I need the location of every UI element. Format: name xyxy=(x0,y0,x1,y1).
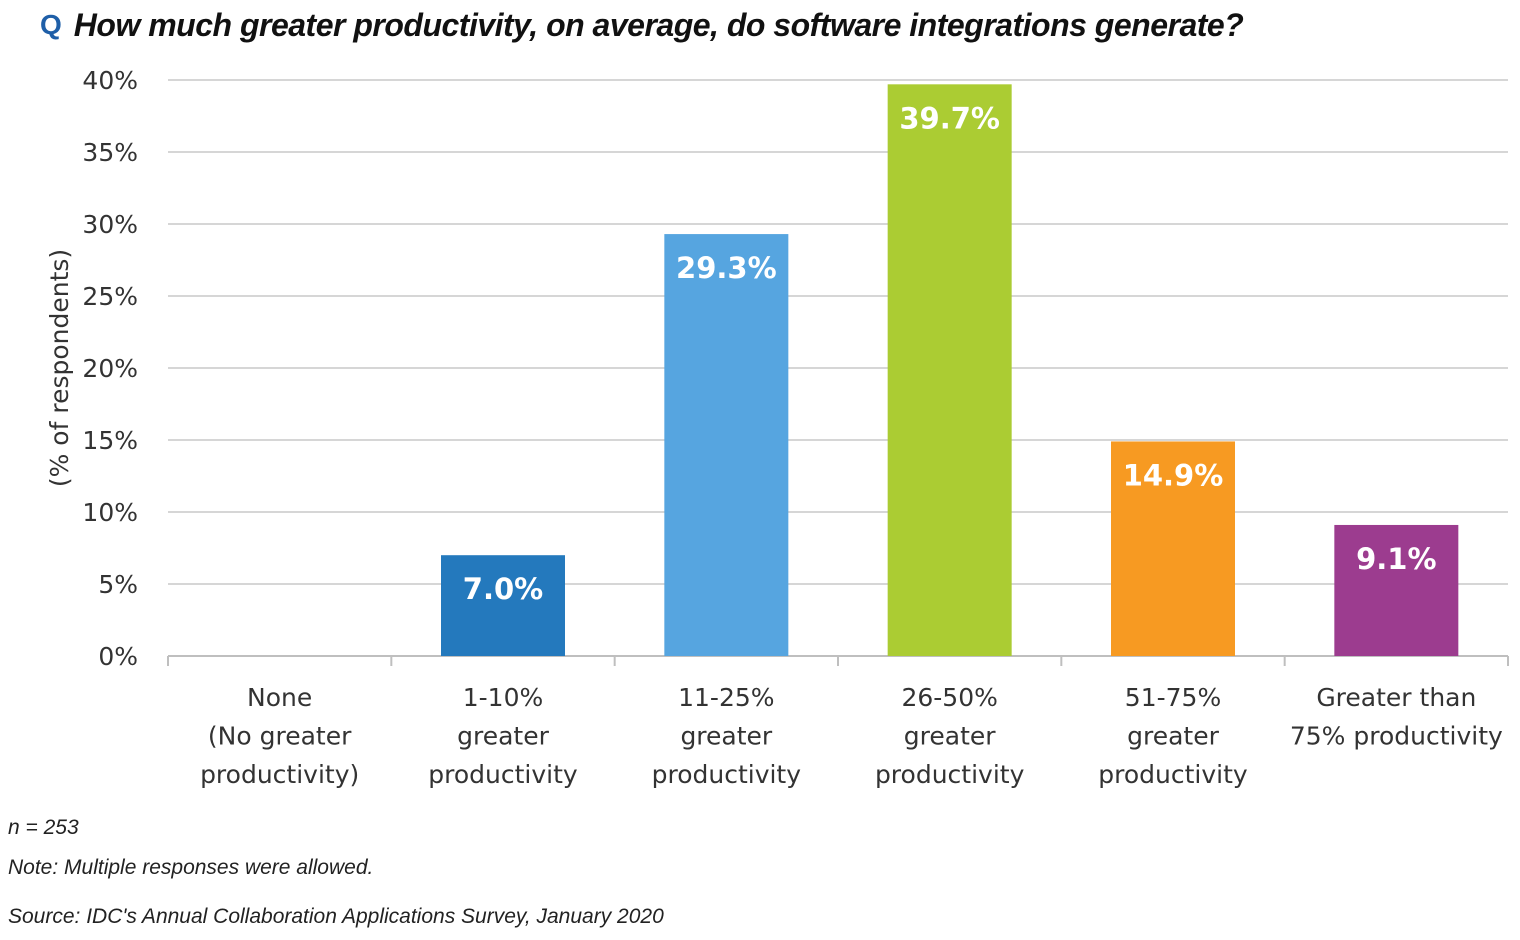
bar xyxy=(441,555,565,656)
y-tick-label: 35% xyxy=(82,138,138,167)
category-label: productivity xyxy=(428,760,578,789)
category-label: greater xyxy=(1127,722,1219,751)
bar xyxy=(1334,524,1459,656)
question-text: How much greater productivity, on averag… xyxy=(73,6,1244,43)
source-note: Source: IDC's Annual Collaboration Appli… xyxy=(8,905,664,928)
data-label: 7.0% xyxy=(463,572,543,606)
y-tick-label: 5% xyxy=(98,570,138,599)
data-label: 14.9% xyxy=(1123,458,1224,492)
chart-title: Q How much greater productivity, on aver… xyxy=(40,4,1244,46)
category-label: greater xyxy=(680,722,772,751)
category-label: productivity xyxy=(875,760,1025,789)
data-label: 9.1% xyxy=(1356,542,1436,576)
category-label: 1-10% xyxy=(463,683,544,712)
y-tick-label: 25% xyxy=(82,282,138,311)
category-label: (No greater xyxy=(208,722,352,751)
bar xyxy=(887,84,1012,656)
category-label: productivity xyxy=(652,760,802,789)
category-label: greater xyxy=(904,722,996,751)
y-axis-title: (% of respondents) xyxy=(45,249,74,487)
bar xyxy=(1111,441,1235,656)
category-label: productivity xyxy=(1098,760,1248,789)
category-label: 51-75% xyxy=(1125,683,1221,712)
y-tick-label: 15% xyxy=(82,426,138,455)
data-label: 39.7% xyxy=(899,101,1000,135)
y-tick-label: 20% xyxy=(82,354,138,383)
data-label: 29.3% xyxy=(676,251,777,285)
category-label: 11-25% xyxy=(678,683,774,712)
category-label: productivity) xyxy=(200,760,359,789)
category-label: greater xyxy=(457,722,549,751)
bar-chart: 0% 5% 10% 15% 20% 25% 30% 35% 40% (% of responden… xyxy=(45,66,1509,789)
category-label: Greater than xyxy=(1316,683,1476,712)
question-marker: Q xyxy=(40,9,62,40)
y-tick-label: 0% xyxy=(98,642,138,671)
bar xyxy=(664,234,789,656)
category-label: 75% productivity xyxy=(1290,722,1503,751)
sample-size-note: n = 253 xyxy=(8,816,79,839)
category-label: None xyxy=(247,683,312,712)
y-tick-label: 10% xyxy=(82,498,138,527)
category-label: 26-50% xyxy=(901,683,997,712)
y-tick-label: 30% xyxy=(82,210,138,239)
multiple-responses-note: Note: Multiple responses were allowed. xyxy=(8,856,374,879)
y-tick-label: 40% xyxy=(82,66,138,95)
